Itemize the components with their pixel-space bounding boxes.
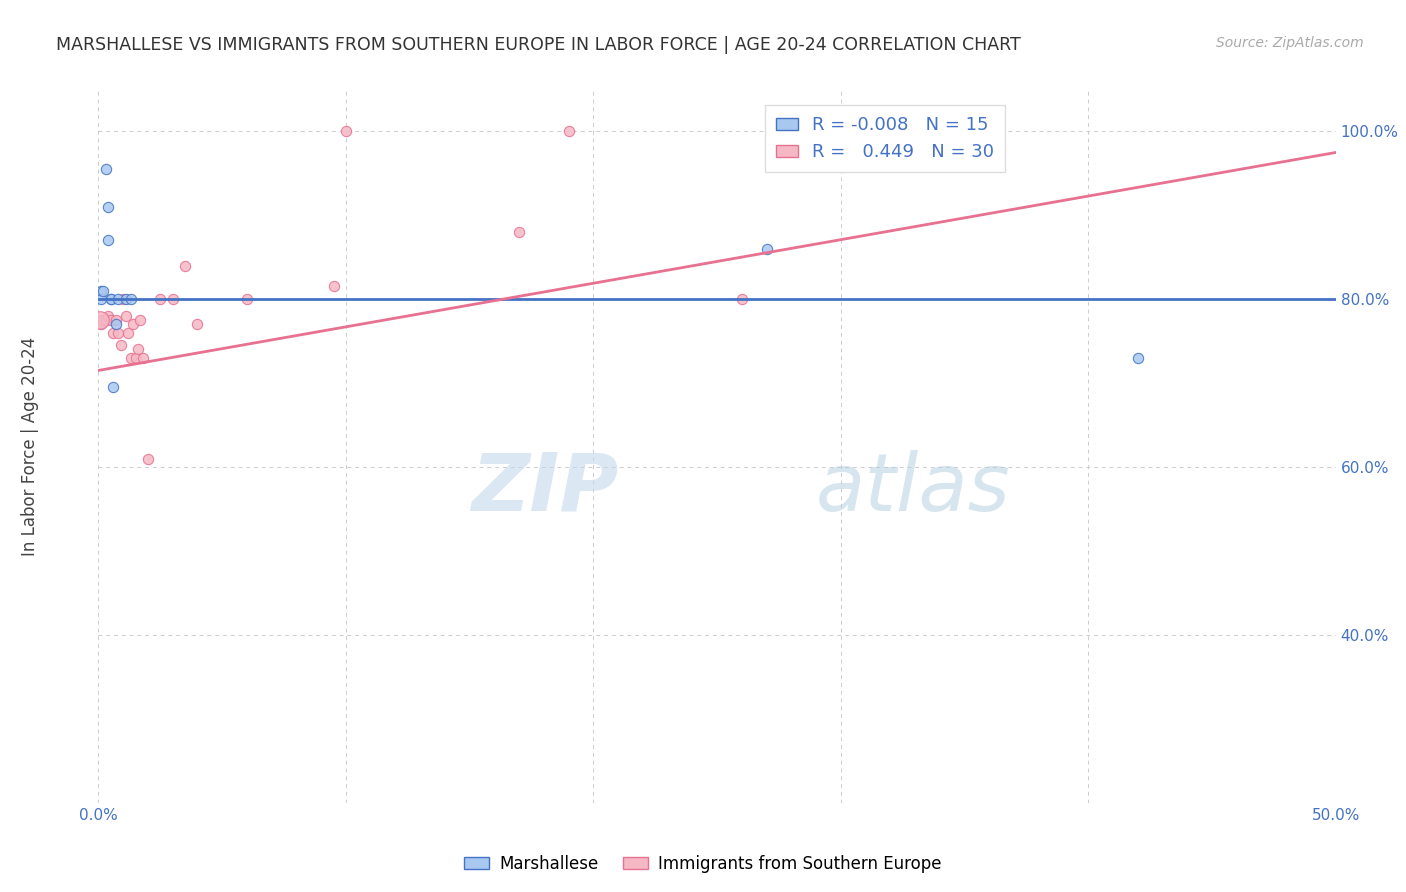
- Point: [127, 343, 149, 357]
- Point: [100, 292, 122, 306]
- Point: [93, 284, 115, 298]
- Point: [731, 292, 754, 306]
- Point: [107, 326, 129, 340]
- Point: [132, 351, 155, 365]
- Point: [508, 225, 530, 239]
- Text: Source: ZipAtlas.com: Source: ZipAtlas.com: [1216, 36, 1364, 50]
- Text: MARSHALLESE VS IMMIGRANTS FROM SOUTHERN EUROPE IN LABOR FORCE | AGE 20-24 CORREL: MARSHALLESE VS IMMIGRANTS FROM SOUTHERN …: [56, 36, 1021, 54]
- Point: [110, 338, 132, 352]
- Point: [90, 292, 112, 306]
- Point: [90, 318, 112, 332]
- Point: [129, 313, 152, 327]
- Point: [112, 292, 135, 306]
- Point: [89, 313, 111, 327]
- Point: [107, 292, 129, 306]
- Text: ZIP: ZIP: [471, 450, 619, 528]
- Text: In Labor Force | Age 20-24: In Labor Force | Age 20-24: [21, 336, 39, 556]
- Point: [335, 124, 357, 138]
- Point: [114, 309, 136, 323]
- Point: [94, 313, 117, 327]
- Point: [117, 326, 139, 340]
- Point: [120, 351, 142, 365]
- Point: [97, 200, 120, 214]
- Legend: Marshallese, Immigrants from Southern Europe: Marshallese, Immigrants from Southern Eu…: [457, 848, 949, 880]
- Point: [174, 259, 197, 273]
- Point: [1126, 351, 1149, 365]
- Point: [236, 292, 259, 306]
- Point: [322, 279, 344, 293]
- Text: atlas: atlas: [815, 450, 1011, 528]
- Point: [100, 313, 122, 327]
- Point: [97, 233, 120, 247]
- Point: [162, 292, 184, 306]
- Point: [149, 292, 172, 306]
- Point: [100, 292, 122, 306]
- Point: [114, 292, 136, 306]
- Point: [94, 161, 117, 176]
- Point: [103, 326, 125, 340]
- Point: [755, 242, 778, 256]
- Point: [186, 318, 208, 332]
- Point: [120, 292, 142, 306]
- Point: [103, 380, 125, 394]
- Point: [104, 318, 127, 332]
- Point: [97, 309, 120, 323]
- Point: [93, 313, 115, 327]
- Point: [89, 313, 111, 327]
- Point: [557, 124, 579, 138]
- Point: [104, 313, 127, 327]
- Legend: R = -0.008   N = 15, R =   0.449   N = 30: R = -0.008 N = 15, R = 0.449 N = 30: [765, 105, 1005, 172]
- Point: [136, 451, 159, 466]
- Point: [124, 351, 146, 365]
- Point: [122, 318, 145, 332]
- Point: [90, 284, 112, 298]
